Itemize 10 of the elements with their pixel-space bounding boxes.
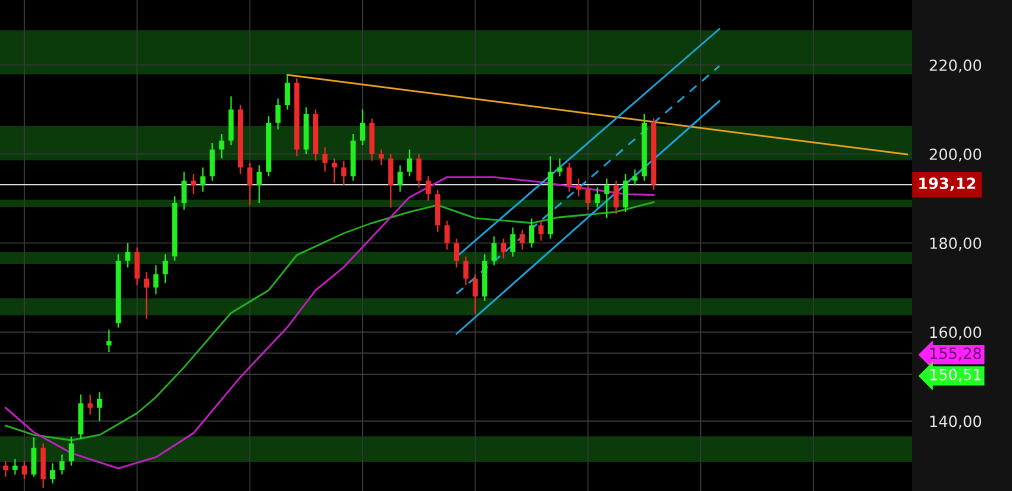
- y-tick-label: 220,00: [929, 59, 982, 73]
- y-tick-label: 180,00: [930, 237, 982, 251]
- line-series: [4, 176, 655, 470]
- y-tick-label: 160,00: [930, 326, 982, 340]
- ref-line-label: 193,12: [919, 177, 976, 192]
- y-tick-label: 155,28: [930, 347, 982, 361]
- line-series: [4, 201, 655, 442]
- y-tick-label: 200,00: [929, 148, 982, 162]
- y-tick-label: 140,00: [930, 415, 982, 429]
- y-tick-label: 150,51: [930, 368, 981, 382]
